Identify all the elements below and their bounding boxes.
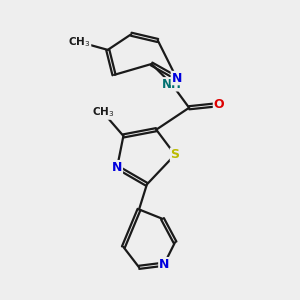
Text: O: O: [214, 98, 224, 111]
Text: N: N: [112, 161, 122, 174]
Text: NH: NH: [162, 78, 182, 91]
Text: CH$_3$: CH$_3$: [68, 35, 91, 49]
Text: CH$_3$: CH$_3$: [92, 106, 114, 119]
Text: N: N: [171, 71, 182, 85]
Text: N: N: [159, 258, 169, 271]
Text: S: S: [170, 148, 179, 161]
